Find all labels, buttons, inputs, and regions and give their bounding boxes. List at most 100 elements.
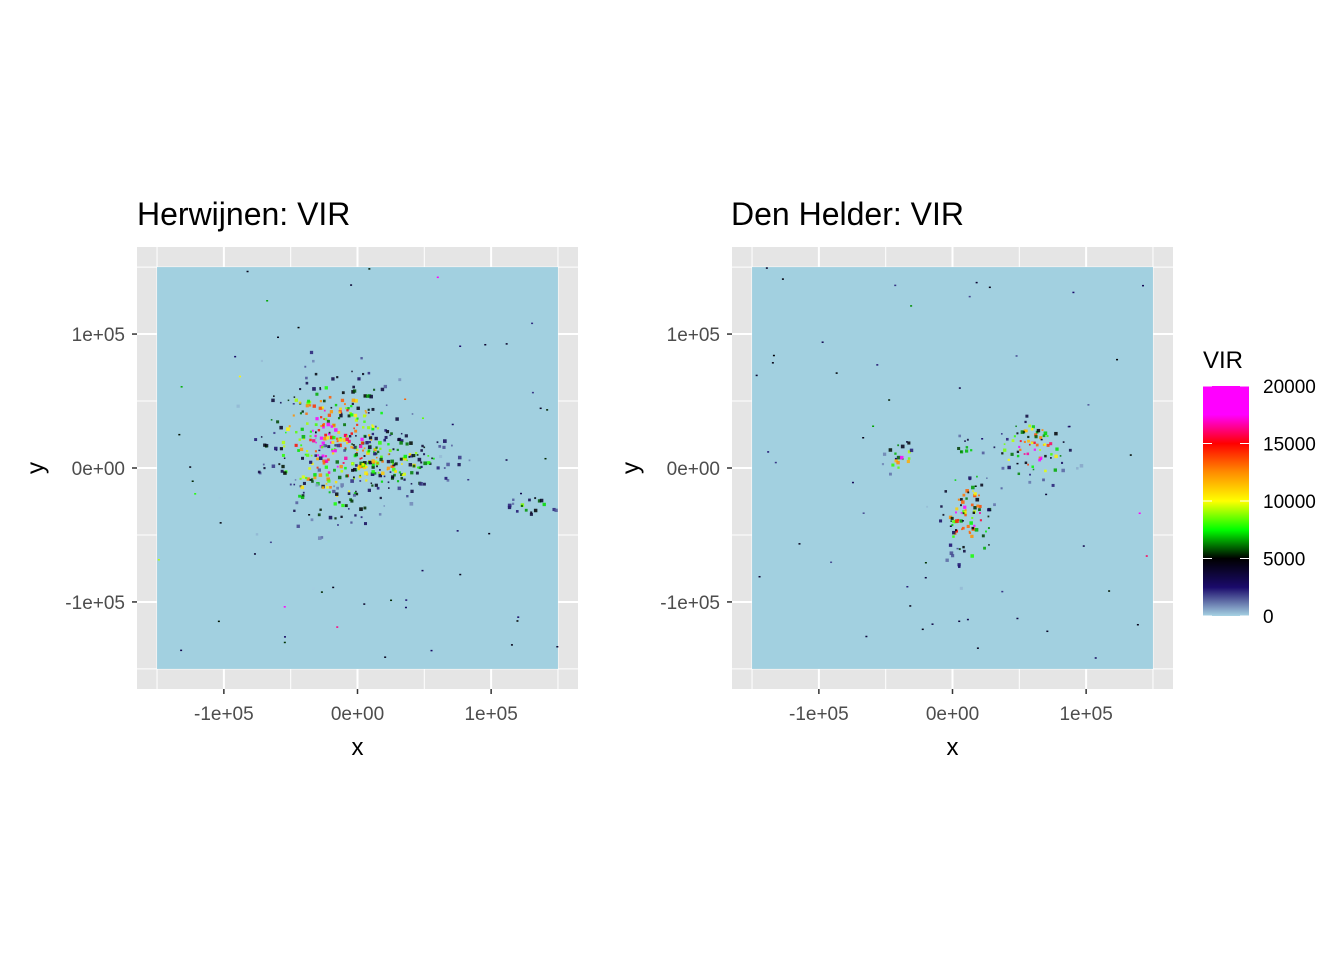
echo-cell: [964, 509, 967, 512]
echo-cell: [322, 459, 325, 463]
echo-cell: [318, 449, 321, 452]
echo-cell: [398, 471, 401, 474]
echo-cell: [384, 435, 388, 439]
echo-cell: [975, 281, 978, 284]
echo-cell: [279, 447, 283, 451]
echo-cell: [399, 457, 403, 461]
echo-cell: [552, 507, 556, 512]
echo-cell: [254, 438, 258, 442]
echo-cell: [306, 422, 309, 425]
echo-cell: [217, 620, 220, 623]
echo-cell: [218, 496, 221, 499]
echo-cell: [367, 434, 371, 437]
echo-cell: [430, 649, 433, 652]
echo-cell: [321, 454, 325, 458]
echo-cell: [409, 454, 414, 458]
echo-cell: [981, 451, 985, 455]
echo-cell: [894, 459, 898, 463]
echo-cell: [1007, 458, 1010, 461]
echo-cell: [301, 494, 305, 498]
echo-cell: [1005, 437, 1009, 441]
echo-cell: [349, 498, 353, 502]
echo-cell: [1059, 455, 1062, 457]
echo-cell: [484, 343, 487, 346]
echo-cell: [305, 404, 309, 408]
echo-cell: [260, 359, 264, 363]
echo-cell: [309, 430, 313, 433]
echo-cell: [371, 459, 375, 463]
echo-cell: [374, 483, 378, 487]
echo-cell: [278, 463, 281, 466]
echo-cell: [295, 501, 299, 505]
echo-cell: [327, 479, 331, 483]
echo-cell: [336, 443, 341, 448]
echo-cell: [398, 487, 401, 490]
echo-cell: [397, 438, 401, 442]
axis-ticks: -1e+05 0e+00 1e+05 -1e+05 0e+00 1e+05: [660, 325, 1113, 725]
echo-cell: [1003, 448, 1007, 452]
echo-cell: [376, 427, 380, 430]
echo-cell: [894, 457, 897, 460]
echo-cell: [328, 395, 332, 399]
echo-cell: [343, 449, 346, 452]
echo-cell: [1051, 483, 1055, 487]
echo-cell: [1050, 457, 1052, 459]
echo-cell: [324, 417, 328, 421]
echo-cell: [368, 441, 371, 444]
echo-cell: [367, 449, 371, 452]
echo-cell: [356, 448, 359, 452]
panel-herwijnen: -1e+05 0e+00 1e+05 -1e+05 0e+00 1e+05 Herwijn…: [22, 196, 578, 761]
x-tick-label: 1e+05: [464, 704, 517, 725]
echo-cell: [343, 423, 347, 427]
echo-cell: [296, 524, 300, 528]
echo-cell: [345, 407, 348, 410]
echo-cell: [369, 394, 373, 399]
echo-cell: [361, 463, 365, 466]
y-tick-label: -1e+05: [65, 593, 125, 614]
echo-cell: [989, 509, 992, 512]
echo-cell: [1068, 448, 1072, 452]
echo-cell: [375, 452, 378, 455]
echo-cell: [520, 492, 523, 495]
echo-cell: [335, 437, 339, 440]
echo-cell: [774, 461, 777, 464]
echo-cell: [1007, 465, 1011, 470]
echo-cell: [1025, 414, 1029, 418]
echo-cell: [255, 533, 259, 536]
echo-cell: [328, 491, 331, 494]
chart-title: Den Helder: VIR: [731, 196, 964, 232]
echo-cell: [390, 459, 395, 464]
echo-cell: [311, 586, 315, 590]
echo-cell: [350, 432, 353, 435]
echo-cell: [363, 455, 366, 457]
echo-cell: [360, 357, 363, 360]
echo-cell: [352, 476, 355, 479]
echo-cell: [758, 575, 761, 578]
echo-cell: [324, 459, 329, 463]
echo-cell: [954, 529, 957, 532]
echo-cell: [353, 445, 357, 449]
echo-cell: [529, 512, 533, 516]
echo-layer: [755, 267, 1148, 659]
echo-cell: [329, 435, 334, 440]
echo-cell: [1018, 445, 1021, 448]
echo-cell: [345, 437, 349, 442]
echo-cell: [974, 527, 979, 532]
echo-cell: [366, 394, 370, 398]
echo-cell: [355, 492, 359, 496]
echo-cell: [321, 406, 324, 409]
echo-cell: [910, 305, 913, 307]
echo-cell: [450, 444, 453, 447]
echo-cell: [436, 441, 439, 444]
echo-cell: [1141, 284, 1144, 287]
echo-cell: [909, 448, 914, 453]
echo-cell: [301, 410, 304, 413]
echo-cell: [350, 521, 353, 524]
echo-cell: [319, 388, 322, 391]
echo-cell: [1011, 439, 1015, 443]
echo-cell: [798, 543, 801, 545]
echo-cell: [362, 426, 365, 429]
echo-cell: [993, 503, 996, 507]
echo-cell: [364, 409, 367, 412]
echo-cell: [308, 467, 311, 470]
